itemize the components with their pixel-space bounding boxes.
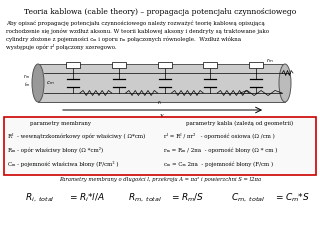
- Text: rₘ = Rₘ / 2πa  - oporność błony (Ω * cm ): rₘ = Rₘ / 2πa - oporność błony (Ω * cm ): [164, 147, 277, 152]
- Bar: [157, 62, 172, 68]
- Text: Rₘ - opór właściwy błony (Ω *cm²): Rₘ - opór właściwy błony (Ω *cm²): [8, 147, 103, 153]
- Text: Parametry membrany o długości l, przekroju A = πa² i powierzchni S = l2πa: Parametry membrany o długości l, przekro…: [59, 177, 261, 182]
- Text: parametry kabla (zależą od geometrii): parametry kabla (zależą od geometrii): [187, 121, 293, 126]
- Text: $=R_i{*}l/A$: $=R_i{*}l/A$: [68, 192, 105, 204]
- Text: parametry membrany: parametry membrany: [29, 121, 91, 126]
- Bar: [38, 64, 285, 102]
- Text: $R_{i,\ total}$: $R_{i,\ total}$: [25, 192, 55, 204]
- Text: $c_m$: $c_m$: [46, 79, 55, 87]
- Bar: [66, 62, 80, 68]
- Bar: [112, 62, 126, 68]
- Text: cₘ = Cₘ 2πa  - pojemność błony (F/cm ): cₘ = Cₘ 2πa - pojemność błony (F/cm ): [164, 161, 273, 167]
- Ellipse shape: [279, 64, 291, 102]
- Text: występuje opór rᴵ połączony szeregowo.: występuje opór rᴵ połączony szeregowo.: [6, 44, 116, 50]
- Text: $i_m$: $i_m$: [24, 81, 30, 90]
- Text: $r_m$: $r_m$: [23, 72, 30, 81]
- Text: Teoria kablowa (cable theory) – propagacja potencjału czynnościowego: Teoria kablowa (cable theory) – propagac…: [24, 8, 296, 16]
- Bar: [4, 117, 316, 175]
- Bar: [203, 62, 217, 68]
- Text: rᴵ = Rᴵ / πr²   - oporność osiowa (Ω /cm ): rᴵ = Rᴵ / πr² - oporność osiowa (Ω /cm ): [164, 133, 275, 139]
- Text: $=R_m/S$: $=R_m/S$: [170, 192, 204, 204]
- Text: $r_m$: $r_m$: [266, 57, 274, 66]
- Text: $=C_m{*}S$: $=C_m{*}S$: [274, 192, 310, 204]
- Text: Aby opisać propagację potencjału czynnościowego należy rozważyć teorię kablową o: Aby opisać propagację potencjału czynnoś…: [6, 20, 265, 25]
- Text: Rᴵ  - wewnątrzkomórkowy opór właściwy ( Ω*cm): Rᴵ - wewnątrzkomórkowy opór właściwy ( Ω…: [8, 133, 145, 139]
- Text: x: x: [160, 112, 164, 120]
- Text: $C_{m,\ total}$: $C_{m,\ total}$: [231, 192, 265, 204]
- Text: Cₘ - pojemność właściwa błony (F/cm² ): Cₘ - pojemność właściwa błony (F/cm² ): [8, 161, 118, 167]
- Ellipse shape: [32, 64, 44, 102]
- Bar: [249, 62, 263, 68]
- Text: rochodzenie się jonów wzdłuż aksonu. W teorii kablowej aksony i dendryty są trak: rochodzenie się jonów wzdłuż aksonu. W t…: [6, 28, 269, 34]
- Text: $r_i$: $r_i$: [157, 98, 163, 107]
- Text: $R_{m,\ total}$: $R_{m,\ total}$: [128, 192, 162, 204]
- Text: cylindry złożone z pojemności cₘ i oporu rₘ połączonych równolegle.  Wzdłuż włók: cylindry złożone z pojemności cₘ i oporu…: [6, 36, 241, 42]
